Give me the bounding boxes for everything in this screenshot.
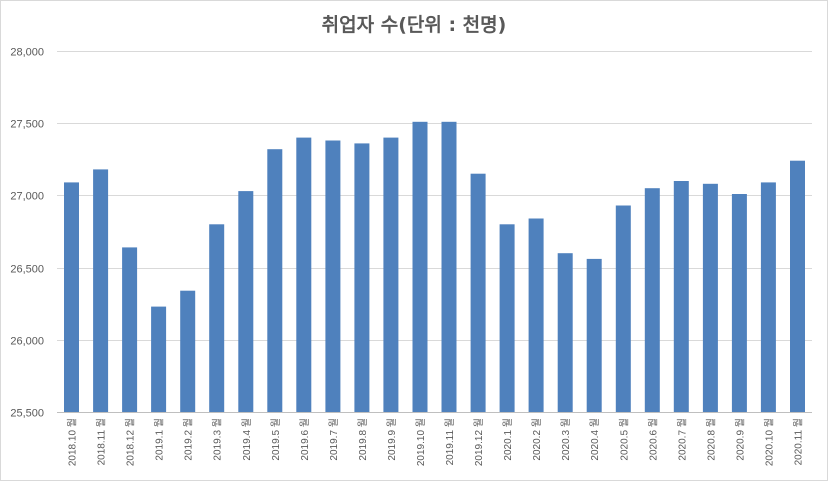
bar (267, 149, 283, 412)
chart-title: 취업자 수(단위 : 천명) (321, 14, 507, 36)
x-tick-label: 2018.10 월 (67, 418, 79, 466)
bar (180, 290, 196, 412)
x-tick-label: 2019.10 월 (415, 418, 427, 466)
x-tick-label: 2020.11 월 (793, 418, 805, 465)
bar (354, 143, 370, 412)
bar (790, 160, 805, 412)
x-tick-label: 2019.1 월 (154, 418, 166, 461)
bar (528, 218, 544, 412)
x-tick-label: 2019.8 월 (357, 418, 369, 461)
x-tick-label: 2019.2 월 (183, 418, 195, 461)
x-tick-label: 2020.4 월 (589, 418, 601, 461)
bar (383, 137, 399, 412)
x-tick-label: 2019.5 월 (270, 418, 282, 461)
x-tick-label: 2018.12 월 (125, 418, 137, 466)
bar (615, 205, 631, 412)
x-tick-label: 2020.10 월 (763, 418, 775, 466)
x-tick-label: 2020.6 월 (647, 418, 659, 461)
bar (325, 140, 341, 412)
bar (93, 169, 109, 412)
x-tick-label: 2019.7 월 (328, 418, 340, 461)
bar (238, 191, 254, 412)
bar (122, 247, 138, 412)
bar (731, 194, 747, 412)
x-tick-label: 2018.11 월 (96, 418, 108, 465)
y-tick-label: 25,500 (10, 408, 44, 420)
x-tick-label: 2020.2 월 (531, 418, 543, 461)
y-tick-label: 26,000 (10, 336, 44, 348)
bar (470, 173, 486, 412)
x-tick-label: 2019.3 월 (212, 418, 224, 461)
y-tick-label: 27,500 (10, 119, 44, 131)
x-tick-label: 2020.7 월 (676, 418, 688, 461)
y-tick-label: 27,000 (10, 191, 44, 203)
x-tick-label: 2019.6 월 (299, 418, 311, 461)
bar (644, 188, 660, 412)
y-tick-label: 26,500 (10, 264, 44, 276)
x-tick-label: 2019.9 월 (386, 418, 398, 461)
x-tick-label: 2020.9 월 (734, 418, 746, 461)
bar (586, 258, 602, 412)
bar (296, 137, 312, 412)
x-tick-label: 2020.5 월 (618, 418, 630, 461)
bar (557, 253, 573, 412)
x-tick-label: 2020.8 월 (705, 418, 717, 461)
bar (702, 183, 718, 412)
bar (151, 306, 167, 412)
bar (64, 182, 79, 412)
x-tick-label: 2020.1 월 (502, 418, 514, 461)
bar (673, 181, 689, 412)
x-tick-label: 2019.4 월 (241, 418, 253, 461)
y-tick-label: 28,000 (10, 47, 44, 59)
x-tick-label: 2020.3 월 (560, 418, 572, 461)
bar (760, 182, 776, 412)
bar (441, 121, 457, 413)
x-tick-label: 2019.12 월 (473, 418, 485, 466)
bar (412, 121, 428, 413)
x-tick-label: 2019.11 월 (444, 418, 456, 465)
bar (209, 224, 225, 412)
bar (499, 224, 515, 412)
